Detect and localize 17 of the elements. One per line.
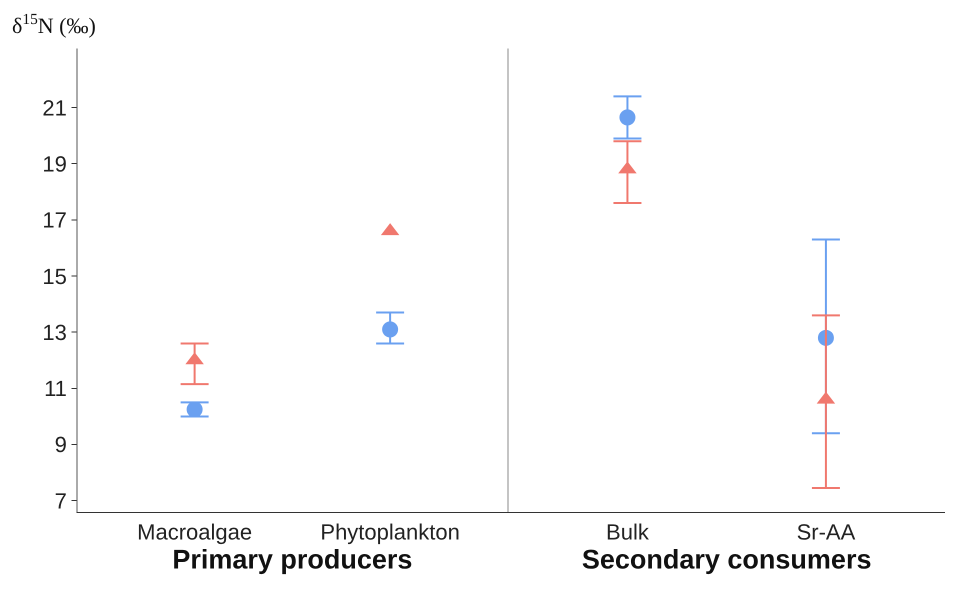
x-axis-title: Secondary consumers: [582, 544, 872, 574]
x-tick-label: Macroalgae: [137, 519, 252, 544]
x-axis-title: Primary producers: [172, 544, 412, 574]
y-tick-label: 19: [42, 151, 67, 176]
y-tick-label: 13: [42, 320, 67, 345]
point: [186, 401, 203, 418]
x-tick-label: Sr-AA: [796, 519, 856, 544]
y-axis-title: δ$^{15}$N (‰): [12, 11, 96, 38]
x-tick-label: Bulk: [606, 519, 650, 544]
y-tick-label: 17: [42, 208, 67, 233]
y-tick-label: 11: [44, 376, 67, 402]
x-tick-label: Phytoplankton: [320, 519, 460, 544]
point: [382, 321, 398, 338]
y-tick-label: 15: [42, 264, 67, 289]
y-tick-label: 7: [54, 488, 67, 514]
y-tick-label: 9: [54, 432, 67, 458]
y-tick-label: 21: [42, 95, 67, 120]
